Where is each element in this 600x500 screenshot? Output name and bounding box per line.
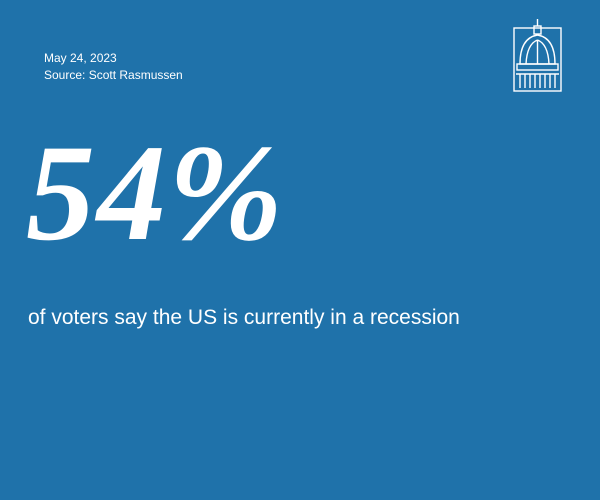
source: Source: Scott Rasmussen (44, 68, 183, 82)
logo (513, 19, 562, 92)
stat-description: of voters say the US is currently in a r… (28, 306, 460, 329)
date: May 24, 2023 (44, 51, 117, 65)
big-stat: 54% (26, 116, 285, 269)
